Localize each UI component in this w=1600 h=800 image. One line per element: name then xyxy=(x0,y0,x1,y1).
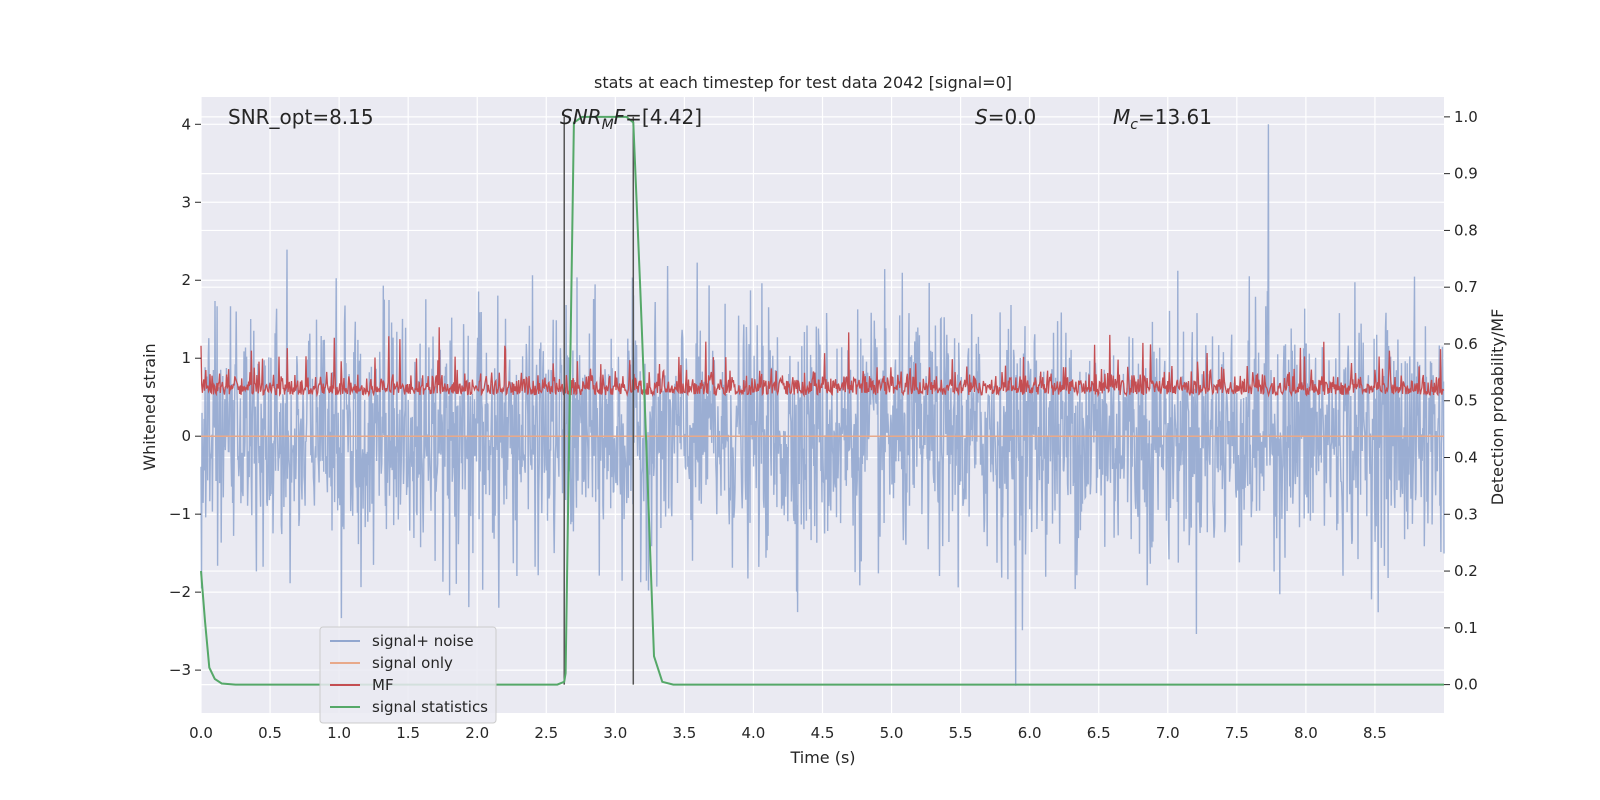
annotation-snr-opt: SNR_opt=8.15 xyxy=(228,105,374,129)
legend: signal+ noise signal only MF signal statist… xyxy=(319,626,497,724)
x-tick-label: 8.0 xyxy=(1294,724,1318,742)
y-right-tick-label: 1.0 xyxy=(1454,108,1478,126)
legend-label: MF xyxy=(372,676,394,694)
y-right-tick-label: 0.4 xyxy=(1454,449,1478,467)
x-tick-label: 2.5 xyxy=(534,724,558,742)
annotation-s-symbol: S xyxy=(975,105,988,129)
y-right-tick-label: 0.1 xyxy=(1454,619,1478,637)
annotation-snr-mf: SNRMF=[4.42] xyxy=(560,105,702,133)
y-left-tick-label: 1 xyxy=(181,349,191,367)
y-left-tick-label: 4 xyxy=(181,115,191,133)
y-right-axis-label: Detection probability/MF xyxy=(1488,309,1507,506)
x-tick-label: 4.5 xyxy=(811,724,835,742)
x-tick-label: 0.0 xyxy=(189,724,213,742)
annotation-mc-value: =13.61 xyxy=(1138,105,1212,129)
annotation-snr-mf-symbol2: F xyxy=(614,105,626,129)
y-left-axis-ticks: −3 −2 −1 0 1 2 3 4 xyxy=(169,115,201,679)
annotation-snr-mf-value: =[4.42] xyxy=(625,105,702,129)
y-right-tick-label: 0.7 xyxy=(1454,278,1478,296)
legend-label: signal only xyxy=(372,654,453,672)
x-tick-label: 4.0 xyxy=(742,724,766,742)
x-axis-label: Time (s) xyxy=(789,748,855,767)
line-mf xyxy=(200,327,1445,398)
y-left-tick-label: 3 xyxy=(181,193,191,211)
x-tick-label: 2.0 xyxy=(465,724,489,742)
series-signal-statistics xyxy=(200,115,1444,686)
y-right-tick-label: 0.5 xyxy=(1454,392,1478,410)
legend-label: signal+ noise xyxy=(372,632,474,650)
line-signal-statistics xyxy=(200,115,1444,686)
y-right-tick-label: 0.3 xyxy=(1454,505,1478,523)
series-mf xyxy=(200,327,1445,398)
x-tick-label: 3.5 xyxy=(672,724,696,742)
x-tick-label: 7.0 xyxy=(1156,724,1180,742)
y-left-tick-label: −3 xyxy=(169,661,191,679)
x-tick-label: 6.0 xyxy=(1018,724,1042,742)
x-tick-label: 3.0 xyxy=(603,724,627,742)
x-tick-label: 6.5 xyxy=(1087,724,1111,742)
x-tick-label: 5.5 xyxy=(949,724,973,742)
annotation-s-value: =0.0 xyxy=(988,105,1037,129)
x-tick-label: 1.5 xyxy=(396,724,420,742)
y-left-tick-label: 2 xyxy=(181,271,191,289)
x-tick-label: 8.5 xyxy=(1363,724,1387,742)
line-signal-plus-noise xyxy=(200,124,1445,686)
annotation-mc-subscript: c xyxy=(1130,117,1138,133)
series-signal-plus-noise xyxy=(200,124,1445,686)
x-tick-label: 1.0 xyxy=(327,724,351,742)
y-right-tick-label: 0.0 xyxy=(1454,676,1478,694)
y-right-tick-label: 0.8 xyxy=(1454,221,1478,239)
y-right-tick-label: 0.2 xyxy=(1454,562,1478,580)
y-left-tick-label: 0 xyxy=(181,427,191,445)
chart-title: stats at each timestep for test data 204… xyxy=(594,73,1012,92)
y-right-axis-ticks: 0.0 0.1 0.2 0.3 0.4 0.5 0.6 0.7 0.8 0.9 1.0 xyxy=(1444,108,1478,694)
annotation-snr-mf-symbol: SNR xyxy=(560,105,602,129)
y-left-axis-label: Whitened strain xyxy=(140,343,159,470)
annotation-s: S=0.0 xyxy=(975,105,1036,129)
annotation-snr-mf-subscript: M xyxy=(602,117,614,133)
annotation-mc-symbol: M xyxy=(1113,105,1130,129)
x-tick-label: 5.0 xyxy=(880,724,904,742)
annotation-mc: Mc=13.61 xyxy=(1113,105,1212,133)
y-right-tick-label: 0.9 xyxy=(1454,165,1478,183)
y-left-tick-label: −1 xyxy=(169,505,191,523)
legend-box xyxy=(319,626,497,724)
x-axis-ticks: 0.0 0.5 1.0 1.5 2.0 2.5 3.0 3.5 4.0 4.5 5.0 5.5 6.0 6… xyxy=(189,724,1387,742)
y-right-tick-label: 0.6 xyxy=(1454,335,1478,353)
x-tick-label: 7.5 xyxy=(1225,724,1249,742)
x-tick-label: 0.5 xyxy=(258,724,282,742)
vertical-markers xyxy=(563,116,635,685)
legend-label: signal statistics xyxy=(372,698,488,716)
y-left-tick-label: −2 xyxy=(169,583,191,601)
